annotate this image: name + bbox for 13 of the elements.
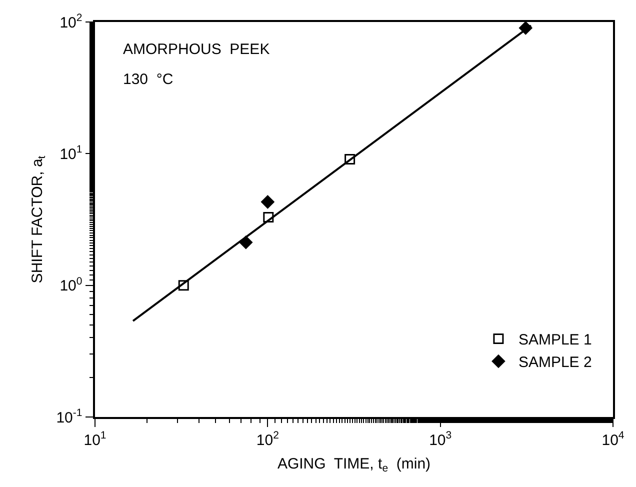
x-tick-label: 10$^{3}$ bbox=[429, 429, 452, 449]
y-tick-label: 10$^{0}$ bbox=[60, 275, 82, 295]
y-tick-label: 10$^{2}$ bbox=[60, 12, 82, 32]
legend-label: SAMPLE 1 bbox=[518, 332, 592, 349]
y-tick-label: 10$^{-1}$ bbox=[56, 406, 82, 426]
annotation: 130 °C bbox=[123, 71, 174, 88]
y-tick-label: 10$^{1}$ bbox=[60, 144, 82, 163]
legend-label: SAMPLE 2 bbox=[518, 354, 592, 372]
x-tick-label: 10$^{4}$ bbox=[602, 429, 624, 449]
x-axis-title: AGING TIME, t$_{e}$ (min) bbox=[277, 455, 431, 474]
x-tick-label: 10$^{2}$ bbox=[256, 429, 280, 449]
annotation: AMORPHOUS PEEK bbox=[123, 41, 270, 58]
x-tick-label: 10$^{1}$ bbox=[84, 429, 106, 449]
